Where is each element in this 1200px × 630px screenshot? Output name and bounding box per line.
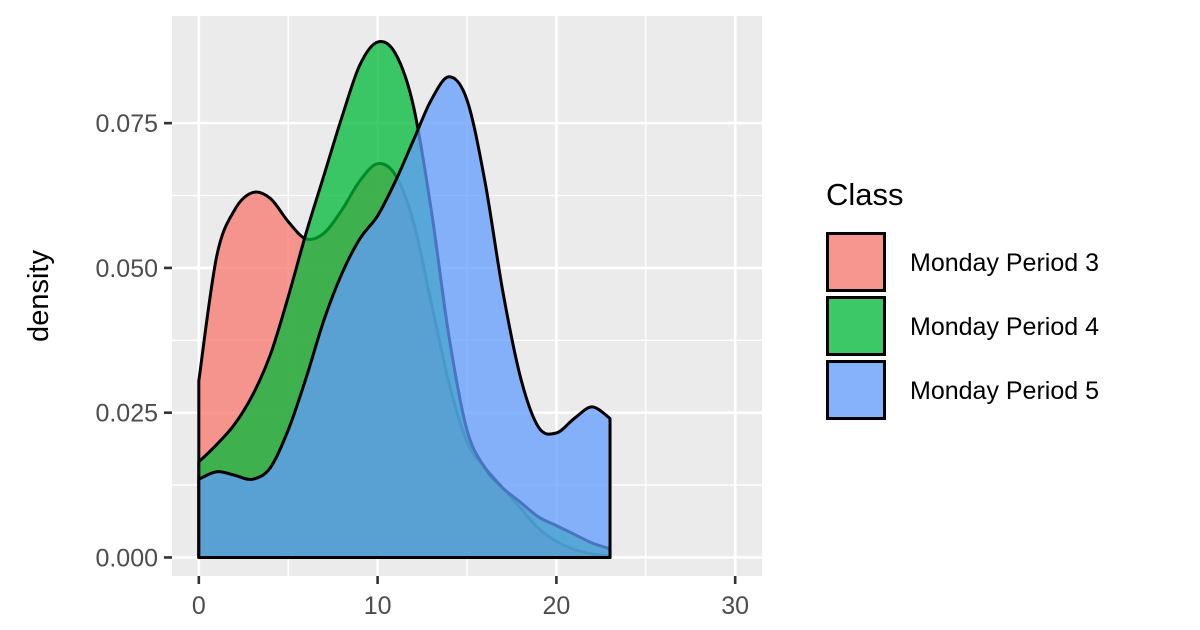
x-tick-label: 20 (542, 592, 570, 620)
legend: Class Monday Period 3 Monday Period 4 Mond… (826, 177, 1099, 420)
legend-label-2: Monday Period 4 (910, 313, 1099, 341)
y-tick-label: 0.025 (95, 400, 158, 428)
legend-label-3: Monday Period 5 (910, 377, 1099, 405)
x-tick-label: 30 (721, 592, 749, 620)
y-tick-label: 0.075 (95, 110, 158, 138)
legend-title: Class (826, 177, 904, 212)
x-tick-label: 0 (192, 592, 206, 620)
legend-swatch-3 (826, 360, 886, 420)
x-tick-label: 10 (364, 592, 392, 620)
axes: 0 10 20 30 0.000 0.025 0.050 0.075 (95, 110, 749, 620)
density-area-3 (197, 75, 612, 559)
legend-swatch-1 (826, 232, 886, 292)
y-tick-label: 0.050 (95, 255, 158, 283)
y-axis-title: density (23, 250, 55, 342)
legend-label-1: Monday Period 3 (910, 249, 1099, 277)
legend-swatch-2 (826, 296, 886, 356)
density-series (197, 40, 612, 559)
y-tick-label: 0.000 (95, 544, 158, 572)
